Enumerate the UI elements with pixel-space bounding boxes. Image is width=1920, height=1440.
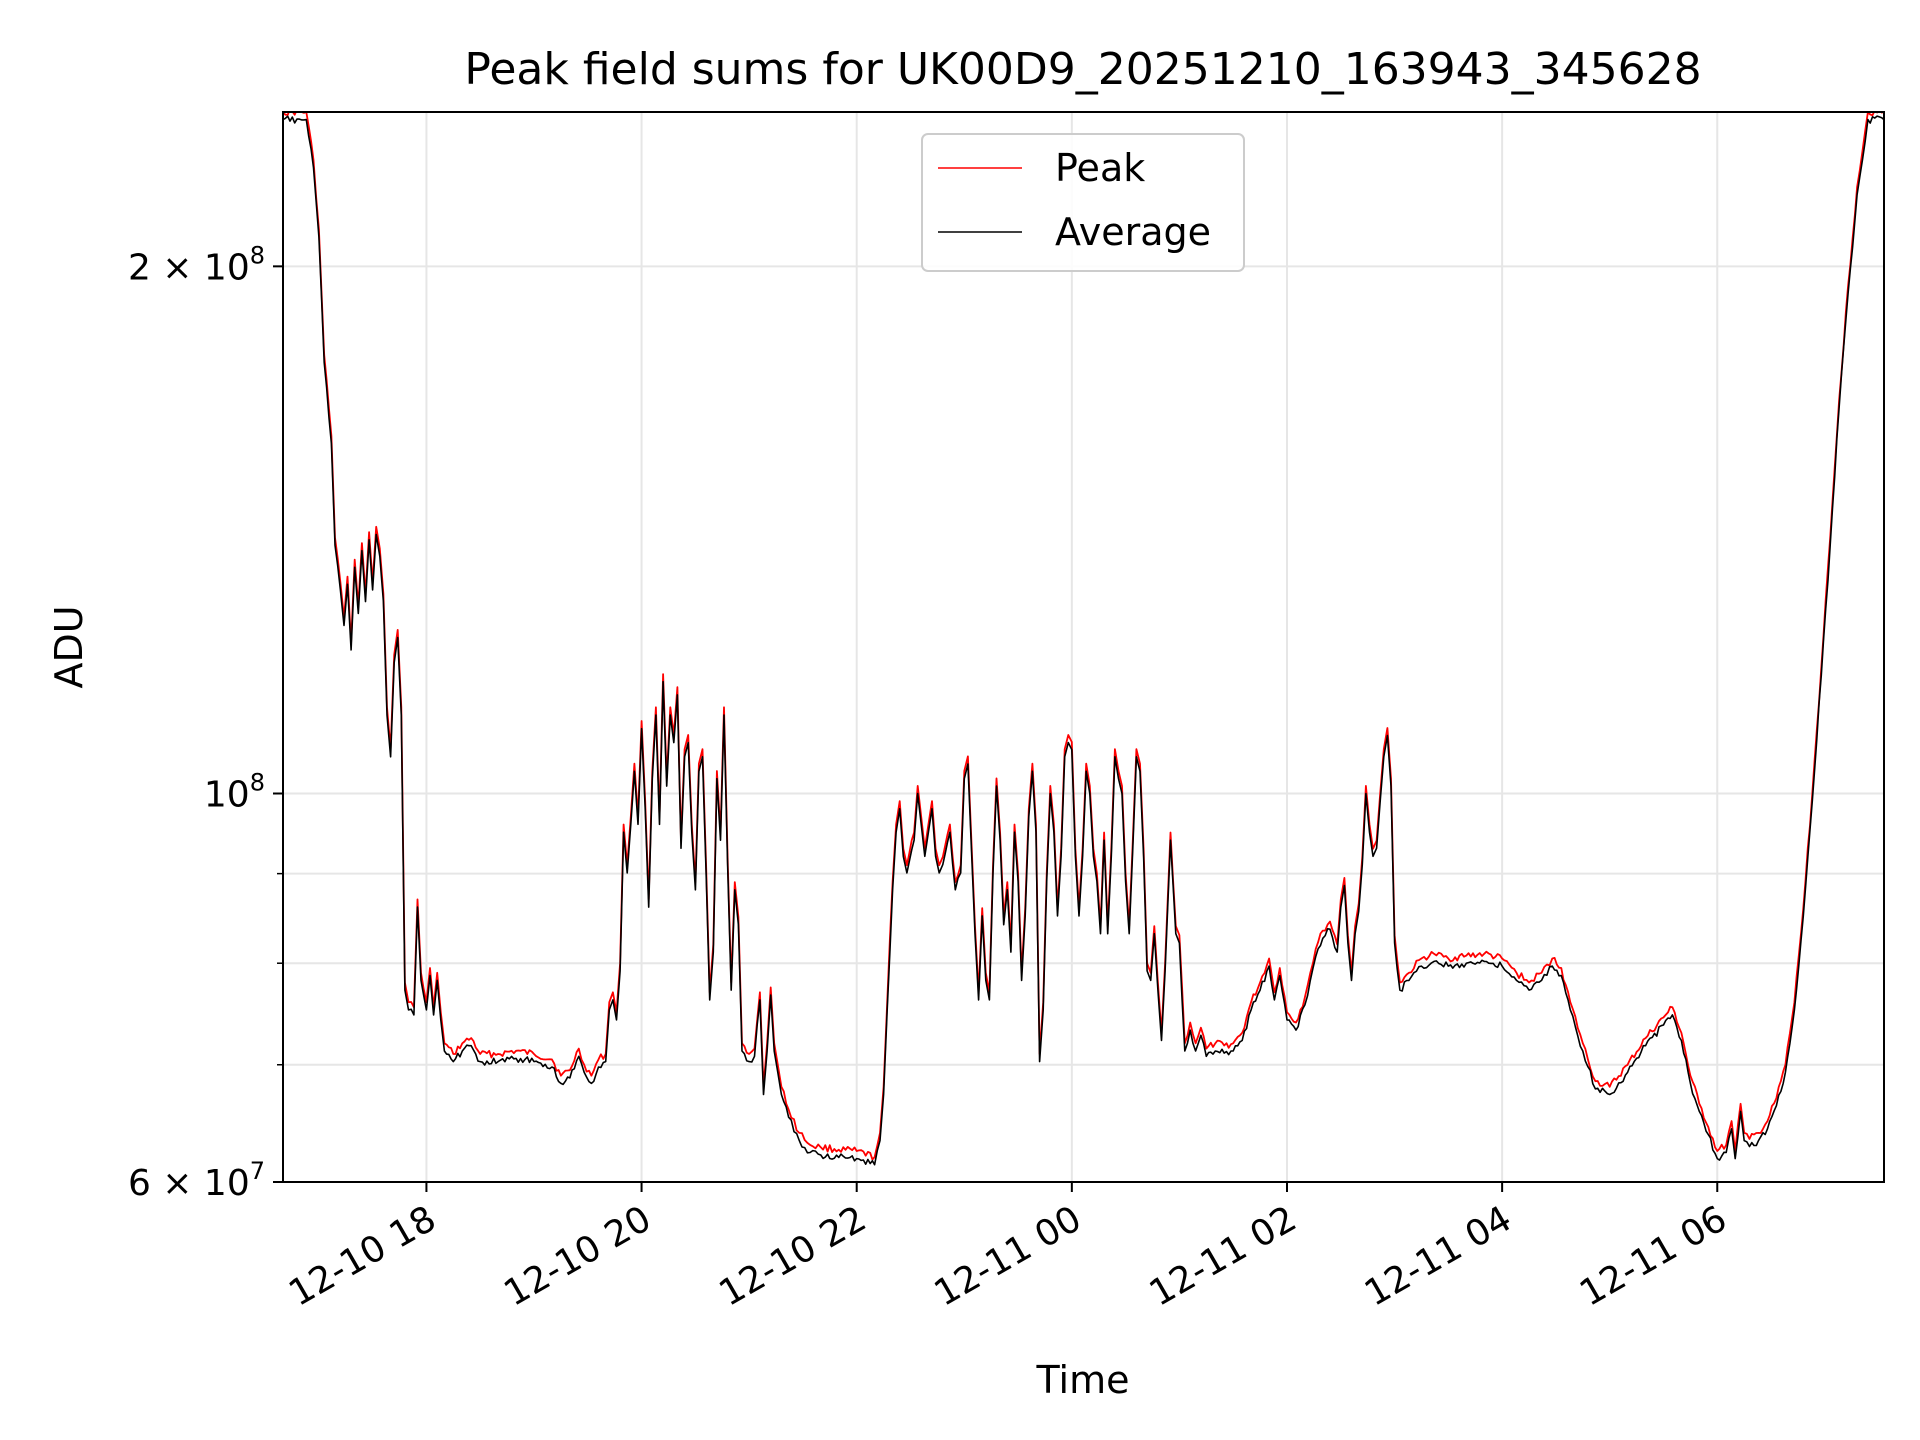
- y-axis: 6 × 107 108 2 × 108: [128, 241, 283, 1204]
- legend-label-average: Average: [1055, 210, 1211, 254]
- y-tick-exponent: 8: [250, 241, 265, 269]
- legend: Peak Average: [921, 133, 1245, 272]
- y-tick-label: 108: [204, 769, 265, 816]
- x-tick-label: 12-10 18: [282, 1198, 443, 1314]
- y-axis-label: ADU: [47, 605, 91, 688]
- x-tick-label: 12-11 02: [1143, 1198, 1304, 1314]
- plot-frame: [282, 111, 1885, 1183]
- x-axis-label: Time: [1036, 1358, 1130, 1402]
- series-layer: [283, 112, 1884, 1166]
- x-tick-label: 12-10 20: [497, 1198, 658, 1314]
- y-tick-exponent: 7: [250, 1157, 265, 1185]
- x-tick-label: 12-11 00: [928, 1198, 1089, 1314]
- x-axis: 12-10 18 12-10 20 12-10 22 12-11 00 12-11 02…: [282, 1182, 1734, 1315]
- x-tick-label: 12-11 04: [1358, 1198, 1519, 1314]
- legend-label-peak: Peak: [1055, 146, 1145, 190]
- series-line-average: [283, 115, 1884, 1166]
- y-tick-label: 2 × 108: [128, 241, 265, 288]
- gridlines: [283, 112, 1884, 1183]
- chart-title: Peak field sums for UK00D9_20251210_1639…: [464, 44, 1701, 95]
- x-tick-label: 12-11 06: [1573, 1198, 1734, 1314]
- y-tick-label: 6 × 107: [128, 1157, 265, 1204]
- x-tick-label: 12-10 22: [713, 1198, 874, 1314]
- y-tick-exponent: 8: [250, 769, 265, 797]
